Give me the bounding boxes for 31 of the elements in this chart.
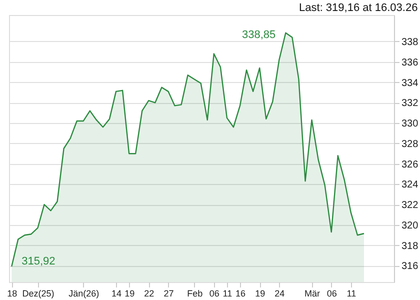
x-tick-label: 18: [7, 288, 18, 298]
x-tick-label: 19: [124, 288, 135, 298]
x-tick-label: Mär: [304, 288, 320, 298]
y-tick-label: 324: [402, 180, 419, 191]
x-tick-label: 22: [144, 288, 154, 298]
x-tick-label: Dez(25): [22, 288, 54, 298]
x-tick-label: 11: [346, 288, 356, 298]
chart-title: Last: 319,16 at 16.03.26: [299, 2, 418, 14]
x-tick-label: 16: [235, 288, 246, 298]
x-tick-label: 19: [255, 288, 266, 298]
y-tick-label: 336: [402, 57, 419, 68]
x-tick-label: 27: [164, 288, 174, 298]
x-tick-label: 11: [222, 288, 232, 298]
x-tick-label: Jän(26): [68, 288, 100, 298]
annotation: 315,92: [22, 256, 56, 268]
y-tick-label: 332: [402, 98, 419, 110]
x-tick-label: 14: [112, 288, 122, 298]
y-tick-label: 322: [402, 200, 419, 212]
y-tick-label: 318: [402, 240, 419, 252]
y-tick-label: 328: [402, 138, 419, 150]
x-tick-label: 06: [209, 288, 220, 298]
y-tick-label: 316: [402, 261, 419, 272]
x-tick-label: Feb: [187, 288, 203, 298]
y-tick-label: 334: [402, 78, 419, 89]
y-tick-label: 326: [402, 159, 419, 170]
y-tick-label: 330: [402, 118, 419, 130]
x-tick-label: 06: [326, 288, 337, 298]
y-tick-label: 320: [402, 220, 419, 232]
y-tick-label: 338: [402, 36, 419, 48]
annotation: 338,85: [242, 28, 276, 41]
x-tick-label: 24: [274, 288, 285, 298]
